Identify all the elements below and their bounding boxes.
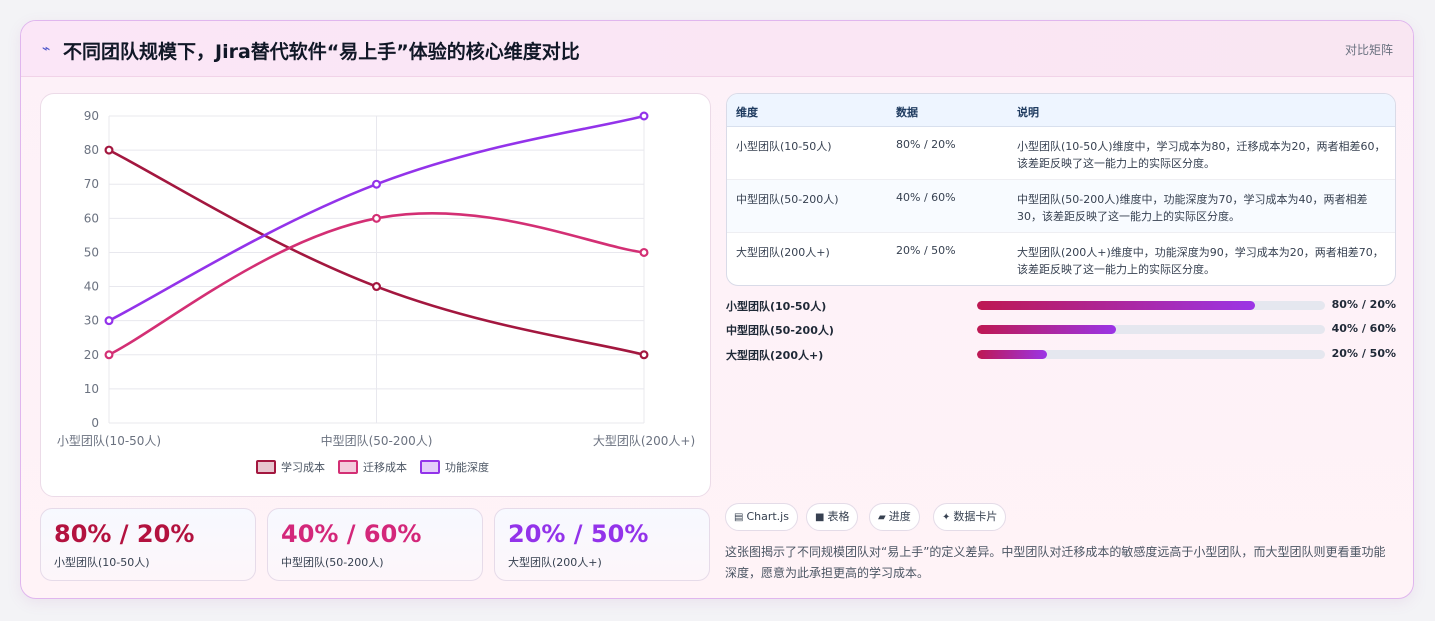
- kpi-label: 大型团队(200人+): [508, 556, 602, 569]
- row-dimension: 小型团队(10-50人): [736, 140, 832, 153]
- legend-label: 功能深度: [445, 460, 489, 474]
- x-tick-label: 小型团队(10-50人): [57, 433, 161, 448]
- progress-value: 40% / 60%: [1331, 322, 1396, 335]
- table-header: 维度 数据 说明: [727, 94, 1395, 127]
- chart-icon: ▤: [734, 512, 744, 523]
- card-header: ⌁ 不同团队规模下，Jira替代软件“易上手”体验的核心维度对比 对比矩阵: [21, 21, 1413, 77]
- sparkle-icon: ⌁: [42, 41, 51, 57]
- row-description: 小型团队(10-50人)维度中，学习成本为80，迁移成本为20，两者相差60，该…: [1017, 140, 1386, 170]
- chip-label: 进度: [888, 510, 911, 523]
- line-chart: 0 10 20 30 40 50 60 70 80 90 小型团队(10-50人) 中型团队(50-2…: [57, 109, 695, 474]
- y-tick-label: 50: [84, 245, 99, 259]
- row-dimension: 中型团队(50-200人): [736, 193, 839, 206]
- y-tick-label: 60: [84, 211, 99, 225]
- chip-label: Chart.js: [746, 510, 789, 523]
- row-data: 20% / 50%: [896, 244, 956, 257]
- kpi-value: 20% / 50%: [508, 520, 649, 548]
- chip-label: 数据卡片: [953, 510, 998, 523]
- comparison-card: ⌁ 不同团队规模下，Jira替代软件“易上手”体验的核心维度对比 对比矩阵 0 1…: [20, 20, 1414, 599]
- progress-row-small: 小型团队(10-50人) 80% / 20%: [726, 296, 1396, 314]
- page-title: 不同团队规模下，Jira替代软件“易上手”体验的核心维度对比: [63, 41, 580, 63]
- data-point: [104, 350, 114, 360]
- chip-progress[interactable]: ▰ 进度: [869, 503, 920, 531]
- table-row: 大型团队(200人+) 20% / 50% 大型团队(200人+)维度中，功能深…: [727, 233, 1395, 285]
- progress-track: [977, 325, 1325, 334]
- progress-value: 80% / 20%: [1331, 298, 1396, 311]
- data-point: [639, 111, 649, 121]
- row-description: 大型团队(200人+)维度中，功能深度为90，学习成本为20，两者相差70，该差…: [1017, 246, 1384, 276]
- kpi-card-medium: 40% / 60% 中型团队(50-200人): [267, 508, 483, 581]
- progress-row-large: 大型团队(200人+) 20% / 50%: [726, 345, 1396, 363]
- kpi-label: 小型团队(10-50人): [54, 556, 150, 569]
- progress-track: [977, 350, 1325, 359]
- progress-track: [977, 301, 1325, 310]
- data-table: 维度 数据 说明 小型团队(10-50人) 80% / 20% 小型团队(10-…: [726, 93, 1396, 286]
- progress-label: 小型团队(10-50人): [726, 300, 827, 313]
- chip-data-card[interactable]: ✦ 数据卡片: [933, 503, 1007, 531]
- data-point: [104, 145, 114, 155]
- progress-row-medium: 中型团队(50-200人) 40% / 60%: [726, 320, 1396, 338]
- data-point: [372, 282, 382, 292]
- legend-label: 迁移成本: [363, 460, 407, 474]
- progress-value: 20% / 50%: [1331, 347, 1396, 360]
- column-header: 说明: [1017, 106, 1039, 119]
- summary-text: 这张图揭示了不同规模团队对“易上手”的定义差异。中型团队对迁移成本的敏感度远高于…: [725, 545, 1386, 580]
- y-tick-label: 30: [84, 314, 99, 328]
- kpi-value: 80% / 20%: [54, 520, 195, 548]
- progress-icon: ▰: [878, 512, 886, 523]
- data-point: [104, 316, 114, 326]
- progress-label: 中型团队(50-200人): [726, 324, 834, 337]
- line-chart-panel: 0 10 20 30 40 50 60 70 80 90 小型团队(10-50人) 中型团队(50-2…: [40, 93, 711, 497]
- y-tick-label: 40: [84, 280, 99, 294]
- row-description: 中型团队(50-200人)维度中，功能深度为70，学习成本为40，两者相差30，…: [1017, 193, 1368, 223]
- kpi-card-large: 20% / 50% 大型团队(200人+): [494, 508, 710, 581]
- table-row: 中型团队(50-200人) 40% / 60% 中型团队(50-200人)维度中…: [727, 180, 1395, 233]
- row-data: 80% / 20%: [896, 138, 956, 151]
- y-tick-label: 90: [84, 109, 99, 123]
- progress-label: 大型团队(200人+): [726, 349, 824, 362]
- matrix-tag: 对比矩阵: [1344, 43, 1393, 57]
- table-row: 小型团队(10-50人) 80% / 20% 小型团队(10-50人)维度中，学…: [727, 127, 1395, 180]
- column-header: 维度: [736, 106, 758, 119]
- data-point: [639, 350, 649, 360]
- chip-table[interactable]: ■ 表格: [806, 503, 859, 531]
- chip-chartjs[interactable]: ▤ Chart.js: [725, 503, 798, 531]
- progress-fill: [977, 350, 1047, 359]
- y-tick-label: 20: [84, 348, 99, 362]
- legend-swatch: [338, 460, 358, 474]
- sparkle-icon: ✦: [942, 512, 951, 523]
- data-point: [372, 213, 382, 223]
- legend-swatch: [420, 460, 440, 474]
- data-point: [639, 247, 649, 257]
- column-header: 数据: [896, 106, 918, 119]
- legend-swatch: [256, 460, 276, 474]
- progress-fill: [977, 301, 1256, 310]
- chip-label: 表格: [827, 510, 850, 523]
- y-tick-label: 80: [84, 143, 99, 157]
- x-tick-label: 中型团队(50-200人): [321, 433, 433, 448]
- y-tick-label: 70: [84, 177, 99, 191]
- table-icon: ■: [815, 512, 825, 523]
- kpi-label: 中型团队(50-200人): [281, 556, 384, 569]
- kpi-card-small: 80% / 20% 小型团队(10-50人): [40, 508, 256, 581]
- data-point: [372, 179, 382, 189]
- row-data: 40% / 60%: [896, 191, 956, 204]
- progress-fill: [977, 325, 1117, 334]
- y-tick-label: 10: [84, 382, 99, 396]
- kpi-value: 40% / 60%: [281, 520, 422, 548]
- row-dimension: 大型团队(200人+): [736, 246, 830, 259]
- y-tick-label: 0: [91, 416, 99, 430]
- x-tick-label: 大型团队(200人+): [593, 433, 695, 448]
- legend-label: 学习成本: [281, 460, 325, 474]
